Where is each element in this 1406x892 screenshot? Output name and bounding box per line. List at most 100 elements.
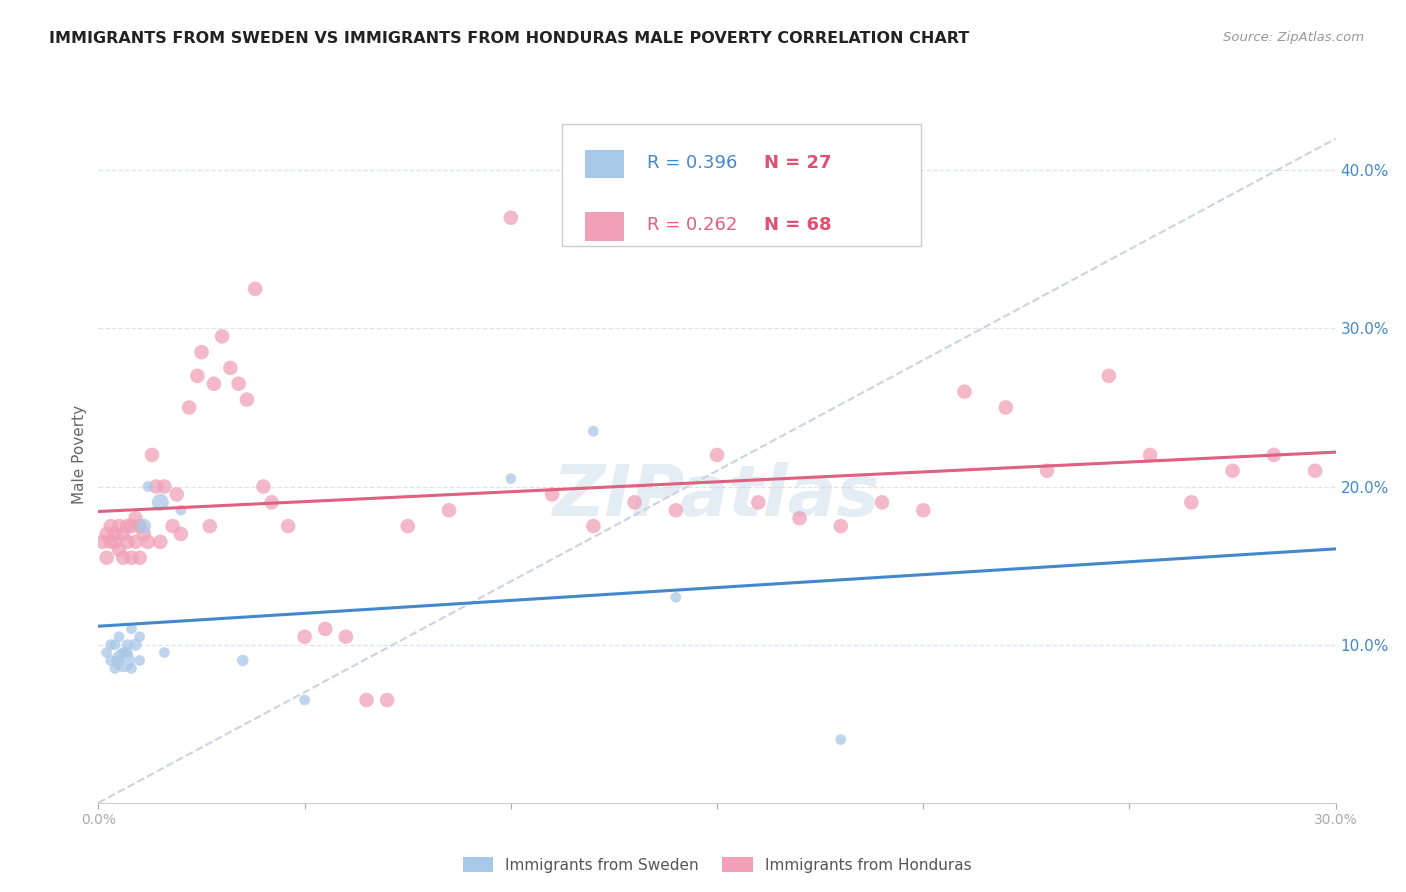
Point [953, 384, 976, 399]
Point [747, 495, 769, 509]
Point [124, 638, 146, 652]
Point [789, 511, 811, 525]
Point [665, 503, 688, 517]
Point [120, 550, 142, 565]
Point [162, 519, 184, 533]
Point [665, 591, 688, 605]
Point [228, 376, 250, 391]
Point [1303, 464, 1326, 478]
Point [623, 495, 645, 509]
Point [375, 693, 398, 707]
Point [112, 646, 135, 660]
Point [120, 519, 142, 533]
Point [117, 534, 139, 549]
Point [104, 661, 127, 675]
Point [1222, 464, 1244, 478]
Point [437, 503, 460, 517]
Point [830, 732, 852, 747]
Point [100, 534, 122, 549]
Point [104, 527, 127, 541]
Point [260, 495, 283, 509]
Point [211, 329, 233, 343]
Point [582, 424, 605, 438]
Point [108, 630, 131, 644]
Text: R = 0.262: R = 0.262 [647, 217, 737, 235]
Point [149, 534, 172, 549]
Point [120, 661, 142, 675]
Point [994, 401, 1017, 415]
Point [112, 653, 135, 667]
Point [153, 479, 176, 493]
Point [198, 519, 221, 533]
FancyBboxPatch shape [562, 124, 921, 246]
Point [128, 653, 150, 667]
Text: Source: ZipAtlas.com: Source: ZipAtlas.com [1223, 31, 1364, 45]
Point [91, 534, 114, 549]
Point [128, 550, 150, 565]
Point [108, 653, 131, 667]
Bar [585, 212, 624, 241]
Point [145, 479, 167, 493]
Point [132, 519, 155, 533]
Point [117, 519, 139, 533]
Point [100, 653, 122, 667]
Point [96, 550, 118, 565]
Point [96, 646, 118, 660]
Point [1180, 495, 1202, 509]
Point [96, 527, 118, 541]
Point [870, 495, 893, 509]
Point [141, 448, 163, 462]
Point [132, 527, 155, 541]
Point [108, 519, 131, 533]
Point [117, 646, 139, 660]
Point [202, 376, 225, 391]
Point [112, 527, 135, 541]
Point [1263, 448, 1285, 462]
Point [124, 534, 146, 549]
Legend: Immigrants from Sweden, Immigrants from Honduras: Immigrants from Sweden, Immigrants from … [457, 850, 977, 879]
Text: IMMIGRANTS FROM SWEDEN VS IMMIGRANTS FROM HONDURAS MALE POVERTY CORRELATION CHAR: IMMIGRANTS FROM SWEDEN VS IMMIGRANTS FRO… [49, 31, 970, 46]
Point [335, 630, 357, 644]
Point [499, 211, 522, 225]
Point [117, 638, 139, 652]
Point [1036, 464, 1059, 478]
Point [219, 360, 242, 375]
Point [186, 368, 208, 383]
Point [243, 282, 266, 296]
Point [356, 693, 378, 707]
Point [128, 630, 150, 644]
Point [179, 401, 201, 415]
Point [396, 519, 419, 533]
Point [170, 503, 193, 517]
Y-axis label: Male Poverty: Male Poverty [72, 405, 87, 505]
Point [100, 638, 122, 652]
Point [232, 653, 254, 667]
Point [149, 495, 172, 509]
Point [294, 630, 316, 644]
Point [314, 622, 336, 636]
Text: N = 68: N = 68 [763, 217, 832, 235]
Point [104, 534, 127, 549]
Point [120, 622, 142, 636]
Point [541, 487, 564, 501]
Point [136, 479, 159, 493]
Point [112, 550, 135, 565]
Point [706, 448, 728, 462]
Text: ZIPatlas: ZIPatlas [554, 462, 880, 531]
Point [1098, 368, 1121, 383]
Point [912, 503, 935, 517]
Point [136, 534, 159, 549]
Point [124, 511, 146, 525]
Text: N = 27: N = 27 [763, 153, 831, 171]
Point [277, 519, 299, 533]
Point [830, 519, 852, 533]
Point [582, 519, 605, 533]
Point [104, 638, 127, 652]
Bar [585, 150, 624, 178]
Point [166, 487, 188, 501]
Point [108, 542, 131, 557]
Point [294, 693, 316, 707]
Point [252, 479, 274, 493]
Point [170, 527, 193, 541]
Point [1139, 448, 1161, 462]
